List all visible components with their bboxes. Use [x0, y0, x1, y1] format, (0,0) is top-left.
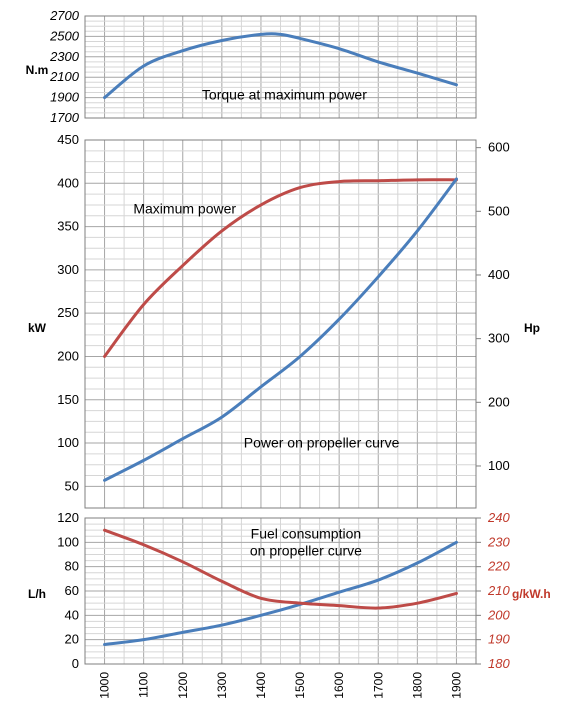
annotation-label: Fuel consumption: [251, 526, 362, 542]
x-tick-label: 1600: [332, 672, 346, 699]
y-axis-label: N.m: [26, 63, 49, 77]
y-tick-label: 2500: [49, 28, 80, 43]
x-tick-label: 1800: [410, 672, 424, 699]
annotation-label: Maximum power: [133, 201, 236, 217]
y-tick-label: 2100: [49, 69, 80, 84]
y2-tick-label: 100: [488, 458, 510, 473]
y-tick-label: 40: [65, 607, 79, 622]
y2-tick-label: 240: [487, 510, 510, 525]
y2-tick-label: 190: [488, 632, 510, 647]
y2-tick-label: 200: [488, 394, 510, 409]
y-tick-label: 80: [65, 559, 79, 574]
series-line-1: [103, 178, 458, 358]
plot-frame: [84, 15, 477, 119]
y2-tick-label: 220: [487, 559, 510, 574]
x-tick-label: 1000: [98, 672, 112, 699]
y-tick-label: 1700: [50, 110, 80, 125]
y-tick-label: 100: [57, 534, 79, 549]
y-tick-label: 20: [65, 632, 79, 647]
y2-tick-label: 230: [487, 534, 510, 549]
x-tick-label: 1300: [215, 672, 229, 699]
y2-tick-label: 400: [488, 267, 510, 282]
y-tick-label: 200: [57, 348, 79, 363]
annotation-label: on propeller curve: [250, 543, 362, 559]
y-tick-label: 450: [57, 132, 79, 147]
y-axis-label: kW: [28, 321, 47, 335]
y2-tick-label: 500: [488, 203, 510, 218]
chart-panel-1: 1700 1900 2100 2300 2500 2700 N.m Torque at max…: [26, 8, 477, 125]
y-tick-label: 120: [57, 510, 79, 525]
y2-tick-label: 180: [488, 656, 510, 671]
plot-frame: [84, 139, 477, 509]
series-line-2: [103, 528, 458, 610]
y2-tick-label: 300: [488, 331, 510, 346]
y2-axis-label: Hp: [524, 321, 540, 335]
y2-tick-label: 210: [487, 583, 510, 598]
annotation-label: Power on propeller curve: [244, 434, 400, 450]
x-tick-label: 1200: [176, 672, 190, 699]
series-line-2: [103, 177, 458, 482]
y-tick-label: 100: [57, 435, 79, 450]
x-tick-label: 1500: [293, 672, 307, 699]
y-tick-label: 350: [57, 219, 79, 234]
y-tick-label: 300: [57, 262, 79, 277]
y2-tick-label: 600: [488, 140, 510, 155]
chart-panel-3: 0 20 40 60 80 100 120 L/h 180 190 200 210 220 230 240 g…: [28, 510, 551, 699]
y-tick-label: 0: [72, 656, 79, 671]
x-tick-label: 1900: [449, 672, 463, 699]
x-tick-label: 1700: [371, 672, 385, 699]
y2-tick-label: 200: [487, 607, 510, 622]
y-tick-label: 50: [65, 478, 79, 493]
y-tick-label: 2300: [49, 49, 80, 64]
x-tick-label: 1100: [137, 672, 151, 698]
x-tick-label: 1400: [254, 672, 268, 699]
y-axis-label: L/h: [28, 587, 46, 601]
series-line-1: [103, 32, 458, 100]
y-tick-label: 400: [57, 175, 79, 190]
y-tick-label: 60: [65, 583, 79, 598]
y2-axis-label: g/kW.h: [512, 587, 551, 601]
chart-panel-2: 50 100 150 200 250 300 350 400 450 kW 100 200 300 400…: [28, 132, 540, 509]
y-tick-label: 2700: [49, 8, 80, 23]
y-tick-label: 1900: [50, 90, 80, 105]
y-tick-label: 250: [57, 305, 79, 320]
y-tick-label: 150: [57, 392, 79, 407]
annotation-label: Torque at maximum power: [202, 87, 367, 103]
series-line-1: [103, 540, 458, 647]
